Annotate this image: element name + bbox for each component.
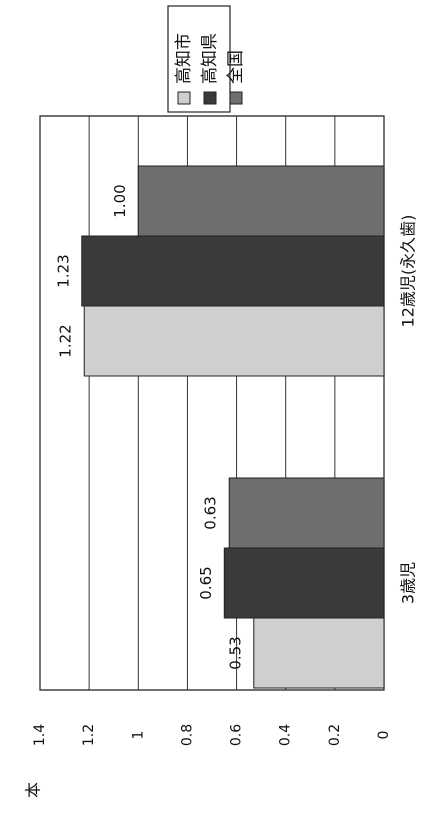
bar-0-2 bbox=[228, 477, 385, 549]
y-tick-label: 1.2 bbox=[81, 724, 97, 746]
bar-data-label: 0.63 bbox=[202, 496, 220, 529]
bar-data-label: 1.00 bbox=[111, 184, 129, 217]
y-tick-label: 1 bbox=[130, 731, 146, 740]
bar-data-label: 0.53 bbox=[226, 636, 244, 669]
legend-label: 高知県 bbox=[200, 33, 220, 84]
bar-1-2 bbox=[137, 165, 385, 237]
bar-1-0 bbox=[83, 305, 385, 377]
bar-0-1 bbox=[223, 547, 385, 619]
bar-data-label: 0.65 bbox=[197, 566, 215, 599]
legend-swatch bbox=[177, 91, 191, 105]
x-category-label: 3歳児 bbox=[399, 562, 418, 604]
y-tick-label: 0 bbox=[376, 731, 392, 740]
x-category-label: 12歳児(永久歯) bbox=[399, 215, 418, 328]
legend-swatch bbox=[203, 91, 217, 105]
bar-1-1 bbox=[81, 235, 385, 307]
y-tick-label: 0.6 bbox=[229, 724, 245, 746]
bar-0-0 bbox=[253, 617, 385, 689]
y-tick-label: 1.4 bbox=[32, 724, 48, 746]
bar-data-label: 1.23 bbox=[54, 254, 72, 287]
y-axis-unit-label: 本 bbox=[24, 782, 43, 798]
y-tick-label: 0.2 bbox=[327, 724, 343, 746]
bar-data-label: 1.22 bbox=[57, 324, 75, 357]
y-tick-label: 0.8 bbox=[179, 724, 195, 746]
legend-label: 全国 bbox=[226, 50, 246, 84]
y-tick-label: 0.4 bbox=[278, 724, 294, 746]
legend-label: 高知市 bbox=[174, 33, 194, 84]
legend-swatch bbox=[229, 91, 243, 105]
